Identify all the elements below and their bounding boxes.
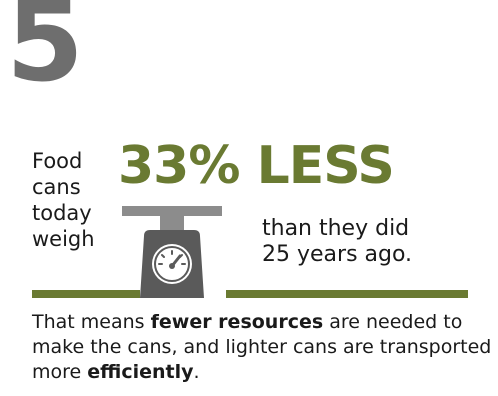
divider-left (32, 290, 140, 298)
comparison-line: than they did (262, 216, 410, 241)
fact-number: 5 (6, 0, 84, 107)
emphasis-resources: fewer resources (150, 311, 324, 333)
emphasis-efficiently: efficiently (87, 361, 194, 383)
lead-in-line: weigh (32, 227, 95, 251)
comparison-text: than they did 25 years ago. (262, 216, 412, 268)
explanation-text: That means fewer resources are needed to… (32, 311, 492, 383)
comparison-line: 25 years ago. (262, 242, 413, 267)
lead-in-line: cans (32, 175, 81, 199)
lead-in-line: today (32, 201, 92, 225)
divider-right (226, 290, 468, 298)
headline-stat: 33% LESS (118, 136, 395, 196)
scale-icon (122, 206, 222, 302)
lead-in-line: Food (32, 149, 83, 173)
lead-in-text: Food cans today weigh (32, 148, 95, 252)
